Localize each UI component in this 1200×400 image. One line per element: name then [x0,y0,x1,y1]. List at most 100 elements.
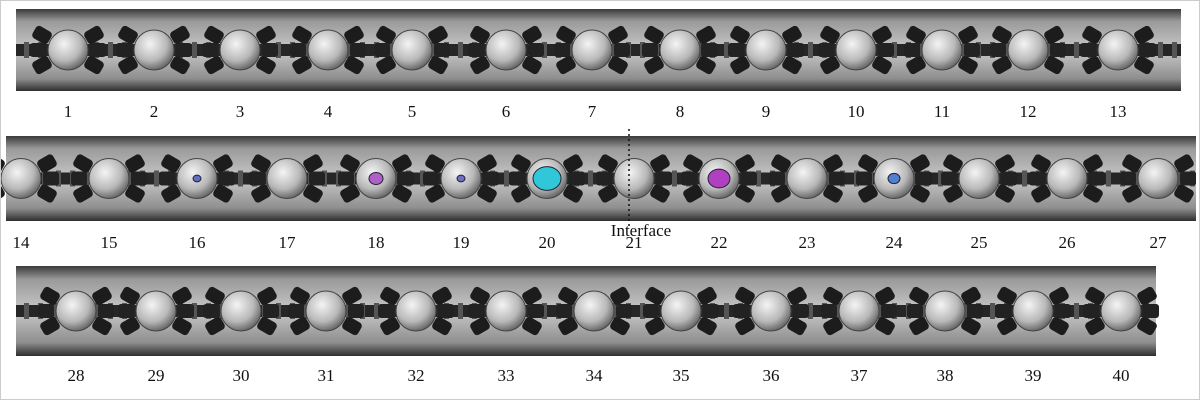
module-arm [872,55,892,75]
module-arm [172,286,192,306]
module-arm [881,304,897,318]
pipe-ring [52,303,57,319]
module-arm [292,55,312,75]
module-arm [1122,154,1142,173]
module-arm [470,286,490,306]
module-arm [1082,55,1102,75]
module-disk [750,290,792,332]
module-arm [348,304,364,318]
module-label: 7 [588,102,597,121]
module-label: 4 [324,102,333,121]
module-arm [735,154,755,173]
module-arm [120,286,140,306]
module-marker [532,166,562,191]
module-arm [1001,171,1017,186]
module-arm [1143,304,1159,318]
module-arm [650,154,670,173]
module-arm [172,316,192,336]
module-arm [909,316,929,336]
pipe-ring [878,303,883,319]
pipe-ring [542,42,547,58]
module-arm [251,184,271,203]
module-arm [614,43,630,57]
pipe-ring [1106,170,1111,187]
module-arm [858,184,878,203]
module-arm [32,25,52,45]
pipe-ring [504,170,509,187]
module-arm [344,25,364,45]
module-label: 1 [64,102,73,121]
module-disk [1100,290,1142,332]
module-arm [735,286,755,306]
module-arm [350,43,366,57]
pipe-ring [108,42,113,58]
module-arm [380,316,400,336]
module-arm [1049,316,1069,336]
module-arm [823,286,843,306]
module-arm [909,286,929,306]
module-arm [213,154,233,173]
module-arm [771,154,791,173]
module-arm [992,55,1012,75]
module-arm [728,43,744,57]
module-label: 3 [236,102,245,121]
pipe-ring [756,170,761,187]
module-arm [1137,316,1157,336]
module-label: 37 [851,366,869,385]
module-arm [782,55,802,75]
module-arm [1083,184,1103,203]
pipe-ring [640,303,645,319]
module-arm [995,154,1015,173]
module-arm [787,316,807,336]
module-arm [205,316,225,336]
pipe-ring [1134,170,1139,187]
module-disk [220,290,262,332]
module-arm [1085,286,1105,306]
module-arm [961,286,981,306]
module-arm [735,184,755,203]
module-arm [563,184,583,203]
pipe-ring [724,303,729,319]
module-label: 26 [1059,233,1076,252]
module-label: 36 [763,366,780,385]
module-disk [1097,29,1139,71]
module-arm [910,154,930,173]
module-arm [1049,286,1069,306]
module-disk [660,290,702,332]
module-arm [73,184,93,203]
module-label: 27 [1150,233,1168,252]
module-arm [733,304,749,318]
module-arm [423,171,439,186]
module-arm [554,43,570,57]
module-label: 35 [673,366,690,385]
module-arm [288,304,304,318]
module-label: 21 [626,233,643,252]
module-arm [875,316,895,336]
pipe-ring [570,303,575,319]
module-arm [40,316,60,336]
module-label: 14 [13,233,31,252]
module-arm [563,154,583,173]
module-label: 8 [676,102,685,121]
pipe-ring [1074,42,1079,58]
module-arm [118,55,138,75]
pipe-ring [24,42,29,58]
module-arm [1044,55,1064,75]
module-arm [904,43,920,57]
module-arm [30,43,46,57]
pipe-ring [542,303,547,319]
module-arm [170,55,190,75]
module-arm [1055,304,1071,318]
module-arm [438,304,454,318]
pipe-ring [588,170,593,187]
module-arm [257,316,277,336]
module-arm [875,286,895,306]
module-disk [921,29,963,71]
module-disk [485,290,527,332]
module-arm [958,55,978,75]
module-arm [769,171,785,186]
module-arm [645,286,665,306]
module-arm [71,171,87,186]
module-arm [995,184,1015,203]
module-label: 12 [1020,102,1037,121]
